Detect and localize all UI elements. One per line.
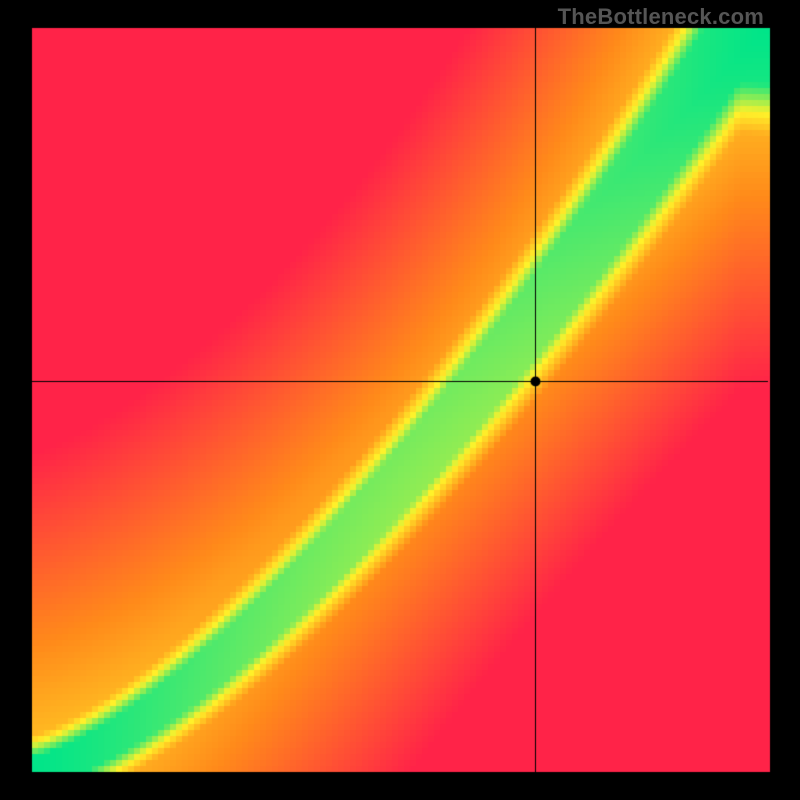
bottleneck-heatmap	[0, 0, 800, 800]
watermark-label: TheBottleneck.com	[558, 4, 764, 30]
chart-container: TheBottleneck.com	[0, 0, 800, 800]
